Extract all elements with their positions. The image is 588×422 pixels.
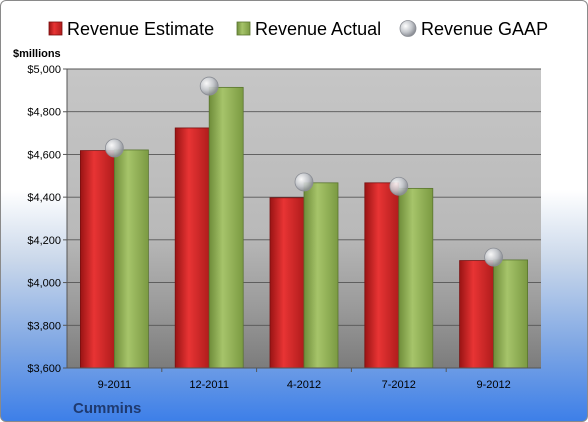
bar-revenue-actual — [398, 187, 434, 369]
legend: Revenue Estimate Revenue Actual Revenue … — [48, 19, 548, 39]
x-tick-label: 4-2012 — [287, 379, 321, 391]
gaap-markers — [105, 76, 504, 267]
legend-label-actual: Revenue Actual — [255, 19, 381, 39]
y-tick-label: $4,800 — [27, 107, 61, 119]
legend-label-estimate: Revenue Estimate — [67, 19, 214, 39]
legend-swatch-actual — [236, 21, 251, 36]
legend-swatch-estimate — [48, 21, 63, 36]
marker-revenue-gaap — [484, 247, 504, 267]
y-tick-label: $3,600 — [27, 363, 61, 375]
bar-revenue-actual — [114, 149, 149, 369]
bar-revenue-estimate — [174, 127, 210, 369]
x-tick-label: 9-2011 — [98, 379, 131, 391]
y-tick-label: $4,200 — [27, 235, 61, 247]
bar-revenue-estimate — [459, 260, 495, 369]
bar-revenue-estimate — [364, 182, 400, 369]
legend-item-estimate: Revenue Estimate — [48, 19, 214, 39]
legend-marker-gaap — [399, 20, 417, 37]
marker-revenue-gaap — [105, 138, 124, 158]
x-tick-label: 12-2011 — [189, 379, 229, 391]
y-axis-unit-label: $millions — [13, 48, 61, 60]
bar-revenue-estimate — [269, 197, 305, 369]
x-tick-label: 9-2012 — [476, 379, 510, 391]
legend-label-gaap: Revenue GAAP — [421, 19, 548, 39]
marker-revenue-gaap — [389, 176, 409, 196]
marker-revenue-gaap — [199, 76, 219, 96]
bar-revenue-actual — [208, 86, 244, 369]
y-axis-ticks: $3,600 $3,800 $4,000 $4,200 $4,400 $4,600 $4,8… — [27, 64, 67, 375]
y-tick-label: $4,000 — [27, 278, 61, 290]
y-tick-label: $5,000 — [27, 64, 61, 76]
bar-revenue-estimate — [80, 150, 115, 369]
marker-revenue-gaap — [294, 172, 314, 192]
bars — [80, 86, 529, 369]
y-tick-label: $3,800 — [27, 320, 61, 332]
bar-revenue-actual — [493, 259, 529, 369]
legend-item-actual: Revenue Actual — [236, 19, 381, 39]
legend-item-gaap: Revenue GAAP — [399, 19, 548, 39]
x-tick-label: 7-2012 — [382, 379, 416, 391]
y-tick-label: $4,400 — [27, 192, 61, 204]
y-tick-label: $4,600 — [27, 149, 61, 161]
company-name: Cummins — [73, 400, 141, 417]
bar-revenue-actual — [303, 182, 339, 369]
x-axis-ticks: 9-2011 12-2011 4-2012 7-2012 9-2012 — [98, 368, 511, 391]
